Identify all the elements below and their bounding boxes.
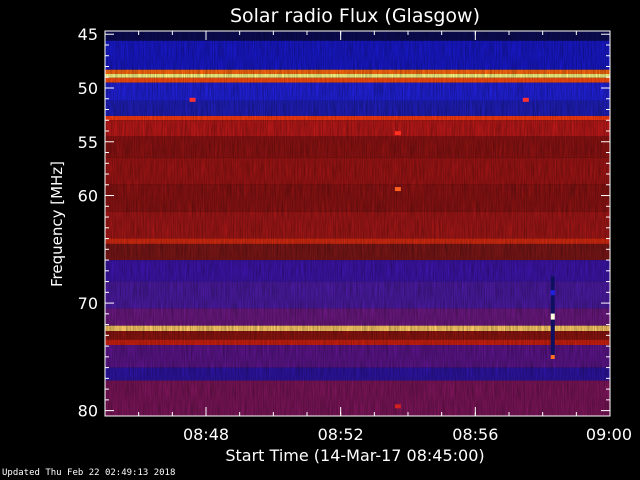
burst-lower [550, 355, 555, 360]
spot-0 [189, 97, 196, 102]
x-axis-label: Start Time (14-Mar-17 08:45:00) [225, 446, 484, 465]
x-axis-ticks: 08:48 08:52 08:56 09:00 [138, 31, 632, 444]
y-axis-ticks: 45 50 55 60 70 80 [78, 25, 610, 421]
x-tick-label: 08:48 [183, 425, 229, 444]
y-tick-label: 55 [78, 133, 98, 152]
burst-upper [550, 290, 555, 296]
plot-area [105, 31, 610, 416]
spot-3 [394, 131, 401, 136]
burst-marker [550, 276, 555, 360]
spot-1 [522, 97, 529, 102]
chart-title: Solar radio Flux (Glasgow) [230, 5, 480, 27]
plot-frame [104, 30, 611, 417]
x-tick-label: 09:00 [586, 425, 632, 444]
y-tick-label: 70 [78, 294, 98, 313]
x-tick-label: 08:56 [452, 425, 498, 444]
spot-2 [394, 187, 401, 192]
noise-texture [105, 31, 610, 416]
burst-core [550, 313, 555, 320]
x-tick-label: 08:52 [318, 425, 364, 444]
signal-spots [189, 97, 529, 409]
y-axis-label: Frequency [MHz] [48, 161, 66, 287]
y-tick-label: 45 [78, 25, 98, 44]
updated-timestamp: Updated Thu Feb 22 02:49:13 2018 [2, 468, 176, 478]
y-tick-label: 60 [78, 187, 98, 206]
spot-4 [394, 404, 401, 409]
y-tick-label: 50 [78, 79, 98, 98]
y-tick-label: 80 [78, 402, 98, 421]
